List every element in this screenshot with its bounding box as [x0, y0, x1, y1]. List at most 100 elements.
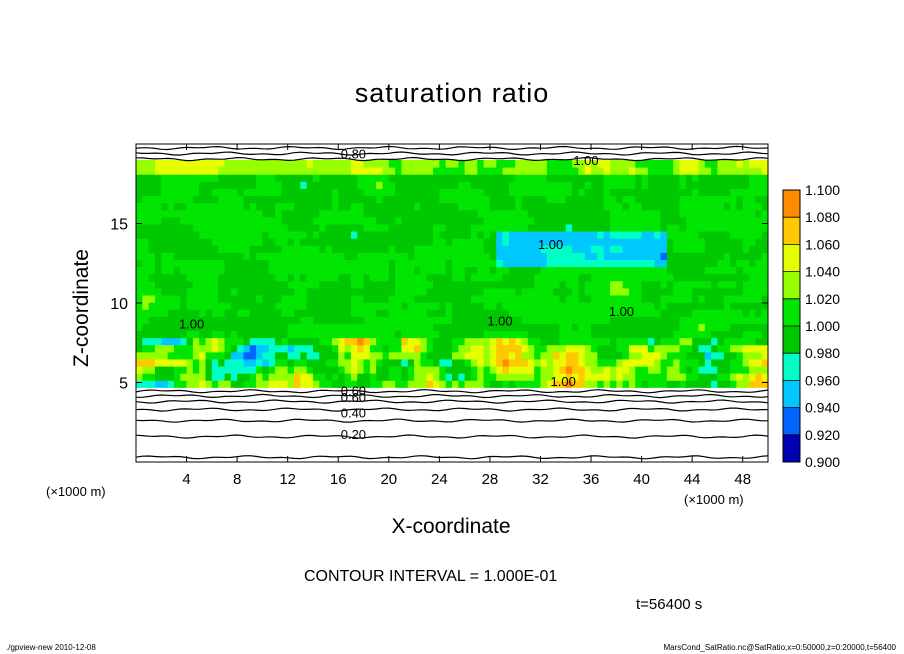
field-cell [161, 188, 169, 197]
field-cell [597, 273, 605, 282]
field-cell [338, 174, 346, 182]
field-cell [496, 195, 504, 204]
field-cell [357, 294, 365, 303]
field-cell [470, 188, 478, 197]
field-cell [546, 358, 554, 367]
field-cell [331, 280, 339, 289]
field-cell [622, 223, 630, 232]
field-cell [237, 337, 245, 346]
field-cell [654, 195, 662, 204]
field-cell [742, 195, 750, 204]
field-cell [420, 167, 428, 175]
field-cell [180, 174, 188, 182]
field-cell [483, 195, 491, 204]
field-cell [597, 159, 605, 168]
field-cell [249, 181, 257, 189]
y-tick-label: 5 [119, 376, 128, 393]
field-cell [489, 202, 497, 211]
field-cell [148, 159, 156, 168]
field-cell [281, 287, 289, 296]
field-cell [331, 344, 339, 353]
field-cell [755, 259, 763, 268]
field-cell [312, 351, 320, 360]
field-cell [256, 216, 263, 225]
field-cell [477, 380, 485, 388]
field-cell [401, 373, 409, 381]
field-cell [534, 351, 542, 360]
field-cell [628, 380, 636, 388]
field-cell [730, 181, 737, 189]
field-cell [515, 174, 523, 182]
field-cell [249, 259, 257, 268]
field-cell [237, 159, 245, 168]
field-cell [685, 337, 693, 346]
field-cell [477, 167, 485, 175]
field-cell [180, 259, 188, 268]
field-cell [363, 159, 371, 168]
field-cell [584, 174, 592, 182]
field-cell [711, 266, 719, 275]
field-cell [281, 358, 289, 367]
field-cell [249, 309, 257, 317]
field-cell [755, 216, 763, 225]
field-cell [521, 195, 529, 204]
field-cell [730, 330, 737, 339]
field-cell [180, 223, 188, 232]
field-cell [376, 238, 384, 246]
field-cell [439, 209, 447, 218]
field-cell [704, 287, 712, 296]
field-cell [369, 309, 377, 317]
field-cell [445, 273, 453, 282]
field-cell [363, 245, 371, 253]
field-cell [426, 188, 434, 197]
field-cell [603, 202, 611, 211]
field-cell [742, 266, 750, 275]
field-cell [306, 266, 314, 275]
field-cell [452, 195, 459, 204]
field-cell [433, 273, 440, 282]
field-cell [426, 344, 434, 353]
field-cell [224, 337, 232, 346]
field-cell [565, 316, 573, 324]
field-cell [369, 358, 377, 367]
field-cell [559, 330, 567, 339]
field-cell [452, 259, 459, 268]
field-cell [597, 302, 605, 310]
field-cell [439, 373, 447, 381]
field-cell [470, 373, 478, 381]
field-cell [527, 373, 535, 381]
field-cell [755, 373, 763, 381]
field-cell [464, 344, 472, 353]
field-cell [477, 344, 485, 353]
field-cell [439, 195, 447, 204]
field-cell [148, 323, 156, 332]
field-cell [161, 266, 169, 275]
field-cell [205, 202, 213, 211]
field-cell [414, 365, 421, 374]
field-cell [470, 380, 478, 388]
field-cell [761, 351, 768, 360]
field-cell [243, 266, 251, 275]
field-cell [489, 294, 497, 303]
field-cell [142, 323, 150, 332]
field-cell [654, 358, 662, 367]
field-cell [635, 309, 643, 317]
field-cell [742, 365, 750, 374]
field-cell [256, 330, 263, 339]
field-cell [477, 337, 485, 346]
field-cell [136, 238, 143, 246]
field-cell [344, 273, 352, 282]
field-cell [420, 266, 428, 275]
field-cell [344, 223, 352, 232]
field-cell [186, 294, 194, 303]
field-cell [736, 351, 744, 360]
field-cell [275, 195, 282, 204]
field-cell [553, 380, 561, 388]
field-cell [622, 294, 630, 303]
field-cell [540, 238, 548, 246]
field-cell [698, 230, 706, 239]
field-cell [477, 259, 485, 268]
field-cell [199, 167, 207, 175]
field-cell [312, 167, 320, 175]
field-cell [489, 273, 497, 282]
